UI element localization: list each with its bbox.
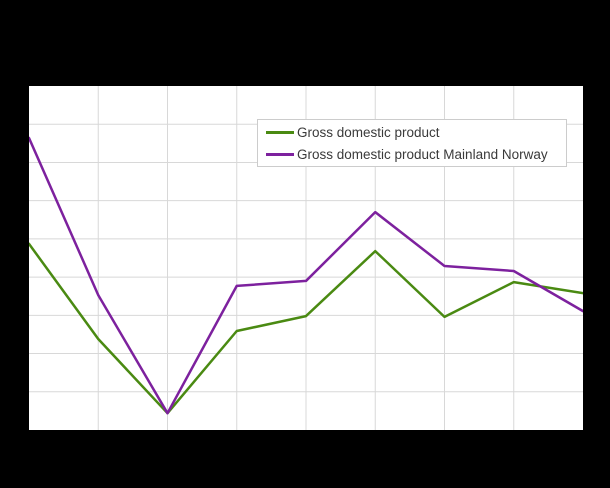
series-line-0 bbox=[29, 242, 583, 415]
legend-item-gdp[interactable]: Gross domestic product bbox=[266, 124, 558, 141]
plot-area: Gross domestic product Gross domestic pr… bbox=[29, 86, 583, 430]
legend-label-gdp-mainland: Gross domestic product Mainland Norway bbox=[297, 146, 548, 162]
gdp-line-swatch bbox=[266, 130, 294, 134]
legend-item-gdp-mainland[interactable]: Gross domestic product Mainland Norway bbox=[266, 146, 558, 163]
gdp-mainland-line-swatch bbox=[266, 152, 294, 156]
legend-label-gdp: Gross domestic product bbox=[297, 124, 440, 140]
chart-legend: Gross domestic product Gross domestic pr… bbox=[257, 119, 567, 167]
series-line-1 bbox=[29, 136, 583, 415]
